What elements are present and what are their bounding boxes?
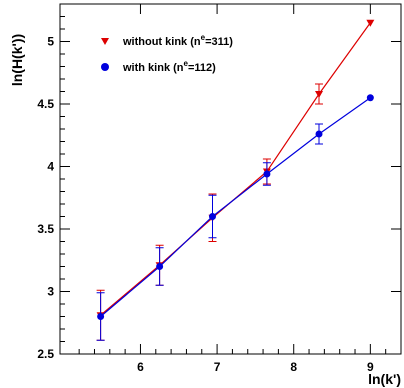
series-line [100, 97, 371, 317]
x-tick-label: 7 [214, 360, 221, 374]
series-layer [96, 19, 375, 341]
legend-marker-with-kink [101, 63, 109, 71]
data-point [366, 19, 375, 27]
legend-label-without-kink: without kink (ne=311) [122, 33, 233, 48]
y-tick-label: 4.5 [37, 97, 54, 111]
y-tick-label: 3.5 [37, 222, 54, 236]
data-point [366, 94, 374, 102]
y-tick-label: 4 [47, 160, 54, 174]
x-tick-label: 9 [367, 360, 374, 374]
y-tick-label: 2.5 [37, 347, 54, 361]
data-point [263, 170, 271, 178]
data-point [315, 130, 323, 138]
data-point [208, 213, 216, 220]
legend-marker-without-kink [101, 38, 109, 45]
x-tick-label: 6 [137, 360, 144, 374]
series-with-kink [96, 94, 374, 341]
y-axis-title: ln(H(k')) [9, 34, 25, 86]
data-point [156, 263, 164, 270]
data-point [97, 313, 105, 320]
y-tick-label: 3 [47, 285, 54, 299]
data-point [315, 91, 324, 98]
plot-frame [59, 3, 402, 355]
legend: without kink (ne=311) with kink (ne=112) [101, 33, 233, 74]
y-tick-label: 5 [47, 35, 54, 49]
x-tick-label: 8 [290, 360, 297, 374]
legend-label-with-kink: with kink (ne=112) [122, 59, 216, 74]
x-axis-title: ln(k') [368, 371, 401, 387]
axis-ticks: 6 7 8 9 2.5 3 3.5 4 4.5 5 [37, 4, 401, 374]
